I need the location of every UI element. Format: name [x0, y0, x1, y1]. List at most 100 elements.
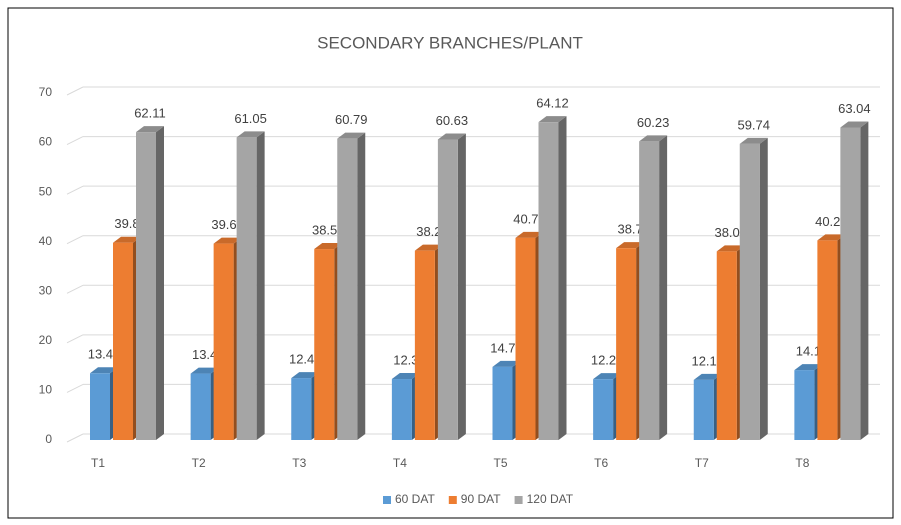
bar-top — [616, 242, 645, 249]
data-label: 39.62 — [211, 217, 244, 232]
y-tick-label: 50 — [39, 184, 53, 198]
bar-top — [639, 135, 668, 142]
x-tick-label: T2 — [192, 456, 206, 470]
data-label: 60.63 — [436, 113, 469, 128]
bar-top — [391, 373, 420, 380]
legend-swatch — [383, 496, 391, 504]
bar — [414, 250, 435, 440]
data-label: 40.26 — [815, 214, 848, 229]
grid-line-depth — [66, 383, 84, 393]
bar-top — [492, 360, 521, 367]
bar-side — [156, 126, 164, 441]
bar — [817, 240, 838, 440]
bar — [492, 366, 513, 440]
data-label: 61.05 — [234, 111, 267, 126]
y-tick-label: 10 — [39, 383, 53, 397]
y-tick-label: 60 — [39, 135, 53, 149]
grid-line-depth — [66, 235, 84, 245]
data-label: 60.79 — [335, 112, 368, 127]
x-tick-label: T6 — [594, 456, 608, 470]
grid-line-depth — [66, 433, 84, 443]
data-label: 59.74 — [737, 117, 770, 132]
legend-label: 120 DAT — [527, 492, 574, 506]
bar-side — [659, 135, 668, 441]
bar-top — [515, 231, 544, 238]
bar-top — [213, 237, 242, 244]
bar-side — [860, 121, 869, 441]
bar — [616, 248, 637, 440]
x-tick-label: T1 — [91, 456, 105, 470]
grid-line-depth — [66, 86, 84, 96]
bar — [593, 379, 614, 440]
x-tick-label: T3 — [292, 456, 306, 470]
bar-top — [739, 137, 768, 144]
grid-line-depth — [66, 334, 84, 344]
bar-top — [593, 373, 622, 380]
bar-top — [794, 364, 823, 371]
data-label: 38.52 — [312, 222, 345, 237]
bar-top — [414, 244, 443, 251]
bar — [136, 132, 156, 440]
bar-top — [437, 133, 466, 140]
data-label: 12.13 — [691, 353, 724, 368]
y-tick-label: 40 — [39, 234, 53, 248]
data-label: 13.46 — [88, 347, 121, 362]
bar-top — [291, 372, 320, 379]
data-label: 14.1 — [796, 344, 821, 359]
bar-top — [538, 116, 567, 123]
data-label: 12.49 — [289, 352, 322, 367]
bar-top — [337, 132, 366, 139]
bar-top — [136, 126, 164, 133]
bar — [639, 141, 660, 441]
bar-top — [693, 373, 722, 380]
grid-line-depth — [66, 185, 84, 195]
grid-line-depth — [66, 136, 84, 146]
bar-side — [558, 116, 567, 440]
bar-top — [314, 243, 343, 250]
legend-label: 60 DAT — [395, 492, 435, 506]
y-tick-label: 70 — [39, 85, 53, 99]
data-label: 38.7 — [617, 222, 642, 237]
bar — [716, 251, 737, 440]
bar-side — [759, 137, 768, 440]
bar-side — [256, 131, 265, 440]
chart-title: SECONDARY BRANCHES/PLANT — [317, 33, 583, 52]
data-label: 38.05 — [714, 225, 747, 240]
bar — [391, 379, 412, 440]
y-tick-label: 30 — [39, 283, 53, 297]
x-tick-label: T4 — [393, 456, 407, 470]
bar — [190, 373, 211, 440]
bar — [437, 139, 458, 440]
bar — [840, 127, 861, 441]
data-label: 12.3 — [393, 352, 418, 367]
grid-line-depth — [66, 284, 84, 294]
bar — [693, 379, 714, 440]
bar — [90, 373, 110, 440]
legend-label: 90 DAT — [461, 492, 501, 506]
data-label: 60.23 — [637, 115, 670, 130]
y-tick-label: 0 — [45, 432, 52, 446]
x-tick-label: T7 — [695, 456, 709, 470]
bar — [515, 237, 536, 440]
x-tick-label: T5 — [493, 456, 507, 470]
bar — [236, 137, 257, 440]
bar — [739, 143, 760, 440]
data-label: 63.04 — [838, 101, 871, 116]
bar — [314, 249, 335, 440]
legend-swatch — [514, 496, 523, 504]
data-label: 38.2 — [416, 224, 441, 239]
data-label: 12.28 — [591, 353, 624, 368]
bar — [538, 122, 559, 440]
bar — [337, 138, 358, 441]
bar — [794, 370, 815, 440]
bar-top — [113, 236, 141, 243]
data-label: 39.8 — [114, 216, 139, 231]
bar — [213, 243, 234, 440]
bar-top — [817, 234, 846, 241]
bar — [113, 242, 133, 440]
bar-top — [236, 131, 265, 138]
legend-swatch — [448, 496, 457, 504]
data-label: 40.78 — [513, 211, 546, 226]
bar-top — [840, 121, 869, 128]
